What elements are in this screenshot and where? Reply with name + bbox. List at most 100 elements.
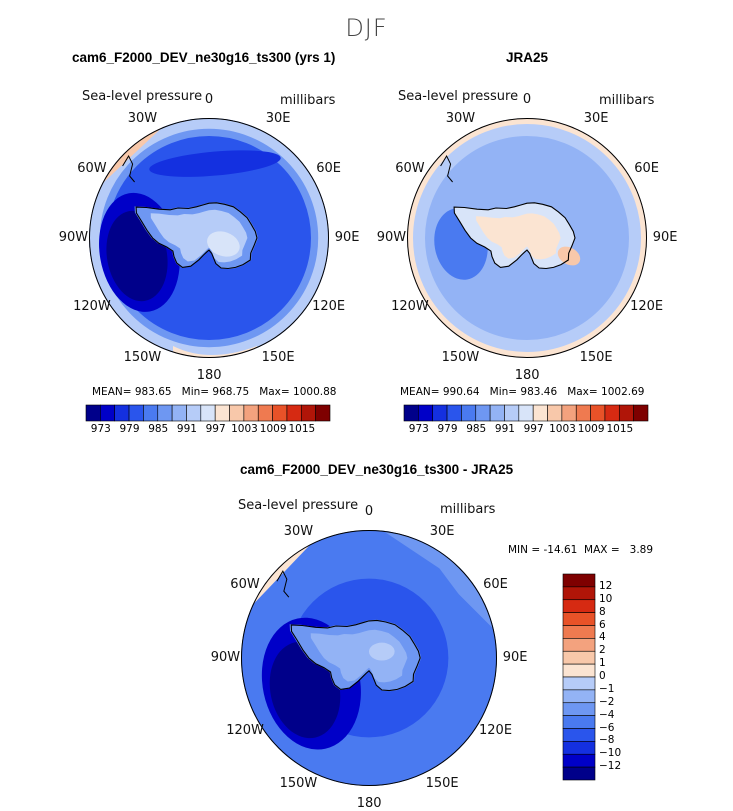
colorbar-swatch [562,586,596,601]
colorbar-swatch [128,404,144,422]
colorbar-tick-label: 12 [599,579,613,592]
longitude-label: 30E [429,523,455,539]
diff-min-value: -14.61 [543,544,578,556]
longitude-label: 150W [279,776,318,792]
longitude-label: 90E [652,230,678,245]
colorbar-swatch [547,404,563,422]
longitude-label: 90W [210,650,241,665]
diff-min-label: MIN = [508,544,541,556]
model-stats: MEAN= 983.65 Min= 968.75 Max= 1000.88 [92,386,336,398]
colorbar-swatch [257,404,273,422]
colorbar-swatch [518,404,534,422]
colorbar-tick-label: 985 [148,423,169,435]
longitude-label: 30W [445,110,476,126]
longitude-label: 0 [364,504,374,519]
obs-stats: MEAN= 990.64 Min= 983.46 Max= 1002.69 [400,386,644,398]
colorbar-swatch [85,404,101,422]
model-min-value: 968.75 [212,386,250,398]
longitude-label: 60E [483,577,508,592]
longitude-label: 90E [502,650,528,665]
colorbar-tick-label: 0 [599,670,606,682]
south-america-coast [122,154,135,183]
longitude-label: 30W [127,110,158,126]
longitude-label: 180 [196,368,222,383]
colorbar-tick-label: −2 [599,695,615,708]
colorbar-tick-label: 979 [119,423,140,435]
colorbar-tick-label: 4 [599,631,606,644]
colorbar-swatch [171,404,187,422]
colorbar-tick-label: 8 [599,605,606,618]
longitude-label: 120W [73,299,111,314]
map-boundary [89,118,329,358]
colorbar-swatch [562,715,596,729]
antarctica-coastline [135,202,258,270]
model-min-label: Min= [181,386,210,398]
colorbar-tick-label: 979 [437,423,458,435]
antarctica-coastline [290,619,421,692]
diff-colorbar [562,573,596,781]
colorbar-swatch [618,404,634,422]
longitude-label: 150E [425,776,459,792]
map-boundary [407,118,647,358]
colorbar-swatch [504,404,520,422]
longitude-label: 180 [356,796,382,811]
map-field [407,118,647,358]
colorbar-swatch [562,753,596,768]
colorbar-tick-label: −12 [599,760,622,773]
colorbar-tick-label: 973 [90,423,111,435]
longitude-label: 150W [441,349,480,365]
colorbar-swatch [562,638,596,652]
longitude-label: 60W [77,161,107,176]
colorbar-tick-label: 1009 [259,423,287,435]
longitude-label: 60W [230,577,260,592]
colorbar-swatch [114,404,130,422]
colorbar-tick-label: 991 [494,423,515,435]
colorbar-swatch [461,404,477,422]
colorbar-swatch [403,404,419,422]
obs-mean-value: 990.64 [442,386,480,398]
colorbar-swatch [562,676,596,691]
colorbar-tick-label: 1015 [606,423,634,435]
longitude-label: 150W [123,349,162,365]
longitude-label: 150E [261,349,295,365]
diff-polar-map [241,530,497,786]
colorbar-swatch [432,404,448,422]
colorbar-tick-label: 1009 [577,423,605,435]
diff-variable-label: Sea-level pressure [238,498,359,513]
model-variable-label: Sea-level pressure [82,89,203,104]
obs-colorbar [403,404,649,422]
colorbar-swatch [590,404,606,422]
colorbar-tick-label: −4 [599,708,615,721]
colorbar-tick-label: 973 [408,423,429,435]
colorbar-swatch [214,404,230,422]
colorbar-tick-label: 1 [599,657,606,670]
colorbar-tick-label: 10 [599,592,613,605]
diff-units-label: millibars [440,502,496,517]
obs-units-label: millibars [599,93,655,108]
south-america-coast [440,154,453,183]
model-units-label: millibars [280,93,336,108]
south-america-coast [276,570,290,598]
colorbar-tick-label: 6 [599,618,606,631]
model-panel-title: cam6_F2000_DEV_ne30g16_ts300 (yrs 1) [72,50,336,65]
colorbar-tick-label: 1015 [288,423,316,435]
obs-min-label: Min= [489,386,518,398]
colorbar-swatch [575,404,591,422]
model-polar-map [89,118,329,358]
obs-mean-label: MEAN= [400,386,440,398]
colorbar-swatch [286,404,302,422]
longitude-label: 0 [522,92,532,107]
figure-title: DJF [345,14,388,42]
colorbar-swatch [562,728,596,742]
longitude-label: 120E [630,299,664,314]
colorbar-swatch [562,689,596,704]
colorbar-swatch [562,650,596,665]
colorbar-swatch [489,404,505,422]
colorbar-swatch [562,625,596,639]
longitude-label: 150E [579,349,613,365]
obs-max-value: 1002.69 [601,386,645,398]
longitude-label: 120W [391,299,429,314]
colorbar-swatch [186,404,202,422]
longitude-label: 180 [514,368,540,383]
colorbar-tick-label: 2 [599,644,606,657]
